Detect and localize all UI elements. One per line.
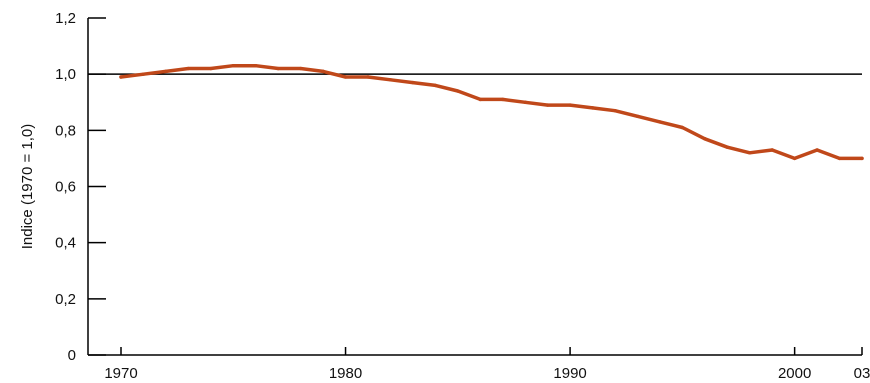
data-point xyxy=(231,64,235,68)
data-point xyxy=(635,114,640,118)
y-axis-title: Indice (1970 = 1,0) xyxy=(19,124,36,250)
data-point xyxy=(703,137,707,141)
x-tick-label: 1990 xyxy=(553,365,586,382)
data-point xyxy=(860,156,864,161)
data-point xyxy=(680,125,685,130)
data-point xyxy=(545,103,550,107)
data-point xyxy=(209,66,213,71)
data-point xyxy=(837,156,842,161)
data-point xyxy=(568,103,572,107)
series-line xyxy=(119,63,864,161)
data-point xyxy=(186,66,191,71)
data-point xyxy=(254,64,258,68)
data-point xyxy=(815,148,819,152)
data-point xyxy=(590,106,595,110)
data-point xyxy=(276,66,280,71)
series-points xyxy=(119,64,864,161)
data-point xyxy=(478,97,482,102)
data-point xyxy=(658,120,662,124)
data-point xyxy=(141,72,146,76)
data-point xyxy=(119,75,123,79)
data-point xyxy=(725,145,729,149)
data-point xyxy=(366,75,370,79)
x-tick-label: 2000 xyxy=(778,365,811,382)
y-tick-label: 1,2 xyxy=(55,10,76,27)
data-point xyxy=(501,97,505,102)
data-point xyxy=(321,69,325,74)
data-point xyxy=(523,100,527,104)
y-tick-label: 0,4 xyxy=(55,235,76,252)
y-axis-ticks: 0 0,2 0,4 0,6 0,8 1,0 1,2 xyxy=(55,10,106,364)
x-tick-label: 1980 xyxy=(329,365,362,382)
data-point xyxy=(748,151,752,155)
x-tick-label: 1970 xyxy=(104,365,137,382)
x-tick-label: 03 xyxy=(854,365,870,382)
x-axis-ticks: 1970 1980 1990 2000 03 xyxy=(104,347,870,382)
y-tick-label: 0,2 xyxy=(55,291,76,308)
y-tick-label: 0 xyxy=(68,347,76,364)
data-point xyxy=(456,89,460,93)
data-point xyxy=(164,69,168,74)
data-point xyxy=(411,80,415,85)
data-point xyxy=(298,66,303,71)
y-tick-label: 0,6 xyxy=(55,179,76,196)
data-point xyxy=(770,148,774,152)
data-point xyxy=(433,83,438,88)
data-point xyxy=(613,108,617,113)
data-point xyxy=(792,156,797,161)
data-point xyxy=(343,75,348,79)
data-point xyxy=(388,78,393,82)
y-tick-label: 1,0 xyxy=(55,66,76,83)
y-tick-label: 0,8 xyxy=(55,122,76,139)
